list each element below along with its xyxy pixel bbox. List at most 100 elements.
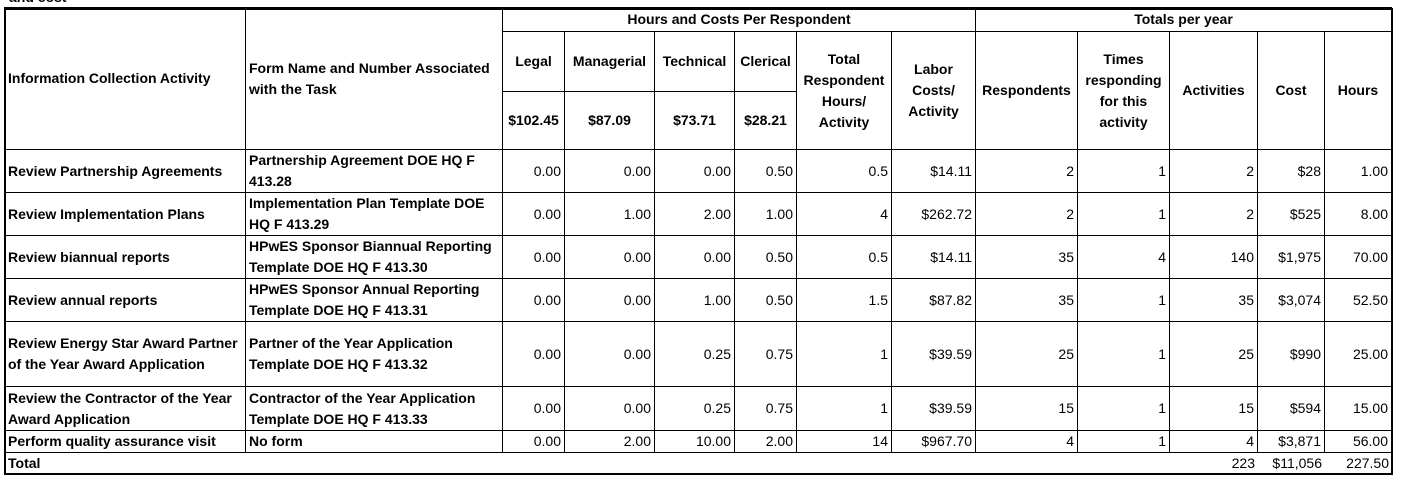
number-cell: $967.70: [891, 430, 976, 453]
number-cell: 15: [975, 386, 1078, 431]
text-cell: Perform quality assurance visit: [4, 430, 246, 453]
number-cell: 140: [1169, 235, 1258, 279]
number-cell: 35: [975, 278, 1078, 322]
column-header: Hours: [1324, 31, 1392, 150]
number-cell: 2.00: [734, 430, 797, 453]
number-cell: 0.00: [502, 386, 565, 431]
number-cell: $14.11: [891, 235, 976, 279]
number-cell: $39.59: [891, 386, 976, 431]
number-cell: 0.50: [734, 235, 797, 279]
number-cell: 1.00: [654, 278, 735, 322]
number-cell: 1: [1077, 278, 1170, 322]
number-cell: 8.00: [1324, 192, 1392, 236]
number-cell: 15.00: [1324, 386, 1392, 431]
column-header: Times responding for this activity: [1077, 31, 1170, 150]
column-header: Information Collection Activity: [4, 7, 246, 150]
number-cell: 0.75: [734, 386, 797, 431]
number-cell: $3,074: [1257, 278, 1325, 322]
number-cell: 2.00: [564, 430, 655, 453]
number-cell: 0.00: [654, 235, 735, 279]
group-header: Totals per year: [975, 7, 1392, 32]
number-cell: $262.72: [891, 192, 976, 236]
number-cell: 4: [1169, 430, 1258, 453]
number-cell: 0.00: [564, 278, 655, 322]
number-cell: 56.00: [1324, 430, 1392, 453]
text-cell: No form: [245, 430, 503, 453]
number-cell: 0.50: [734, 278, 797, 322]
number-cell: $990: [1257, 321, 1325, 387]
number-cell: 4: [796, 192, 892, 236]
text-cell: Contractor of the Year Application Templ…: [245, 386, 503, 431]
number-cell: 2: [975, 149, 1078, 193]
text-cell: Partner of the Year Application Template…: [245, 321, 503, 387]
column-header: Respondents: [975, 31, 1078, 150]
number-cell: $525: [1257, 192, 1325, 236]
hourly-rate: $28.21: [734, 91, 797, 150]
column-header: Total Respondent Hours/ Activity: [796, 31, 892, 150]
number-cell: 25: [1169, 321, 1258, 387]
number-cell: 0.00: [564, 149, 655, 193]
number-cell: 1: [796, 321, 892, 387]
text-cell: Review Energy Star Award Partner of the …: [4, 321, 246, 387]
number-cell: 1: [1077, 321, 1170, 387]
text-cell: Review annual reports: [4, 278, 246, 322]
number-cell: 0.00: [502, 430, 565, 453]
hourly-rate: $73.71: [654, 91, 735, 150]
column-header: Form Name and Number Associated with the…: [245, 7, 503, 150]
number-cell: 2: [1169, 192, 1258, 236]
total-value: $11,056: [1272, 455, 1322, 471]
total-value: 223: [1231, 455, 1255, 471]
number-cell: 0.25: [654, 321, 735, 387]
number-cell: 1.5: [796, 278, 892, 322]
number-cell: 0.00: [654, 149, 735, 193]
number-cell: 2.00: [654, 192, 735, 236]
text-cell: Partnership Agreement DOE HQ F 413.28: [245, 149, 503, 193]
number-cell: $3,871: [1257, 430, 1325, 453]
text-cell: Implementation Plan Template DOE HQ F 41…: [245, 192, 503, 236]
number-cell: 4: [975, 430, 1078, 453]
number-cell: 0.00: [502, 235, 565, 279]
group-header: Hours and Costs Per Respondent: [502, 7, 976, 32]
number-cell: 1: [1077, 386, 1170, 431]
text-cell: Review Partnership Agreements: [4, 149, 246, 193]
number-cell: 0.00: [502, 278, 565, 322]
column-header: Activities: [1169, 31, 1258, 150]
number-cell: 35: [975, 235, 1078, 279]
number-cell: 0.75: [734, 321, 797, 387]
number-cell: 0.00: [502, 321, 565, 387]
number-cell: 0.5: [796, 149, 892, 193]
number-cell: 15: [1169, 386, 1258, 431]
number-cell: 35: [1169, 278, 1258, 322]
number-cell: 1: [796, 386, 892, 431]
number-cell: $594: [1257, 386, 1325, 431]
number-cell: 0.00: [564, 386, 655, 431]
number-cell: 0.00: [564, 235, 655, 279]
number-cell: 0.00: [564, 321, 655, 387]
number-cell: $28: [1257, 149, 1325, 193]
number-cell: 0.00: [502, 149, 565, 193]
number-cell: 0.50: [734, 149, 797, 193]
number-cell: 2: [975, 192, 1078, 236]
total-value: 227.50: [1346, 455, 1389, 471]
number-cell: 0.5: [796, 235, 892, 279]
number-cell: 1: [1077, 430, 1170, 453]
column-header: Managerial: [564, 31, 655, 92]
number-cell: 0.00: [502, 192, 565, 236]
number-cell: 4: [1077, 235, 1170, 279]
number-cell: 1.00: [564, 192, 655, 236]
number-cell: 1.00: [734, 192, 797, 236]
text-cell: Review biannual reports: [4, 235, 246, 279]
number-cell: $14.11: [891, 149, 976, 193]
number-cell: $87.82: [891, 278, 976, 322]
column-header: Cost: [1257, 31, 1325, 150]
text-cell: Review the Contractor of the Year Award …: [4, 386, 246, 431]
column-header: Legal: [502, 31, 565, 92]
number-cell: 1: [1077, 192, 1170, 236]
number-cell: 70.00: [1324, 235, 1392, 279]
column-header: Technical: [654, 31, 735, 92]
text-cell: HPwES Sponsor Annual Reporting Template …: [245, 278, 503, 322]
number-cell: 14: [796, 430, 892, 453]
number-cell: 25: [975, 321, 1078, 387]
